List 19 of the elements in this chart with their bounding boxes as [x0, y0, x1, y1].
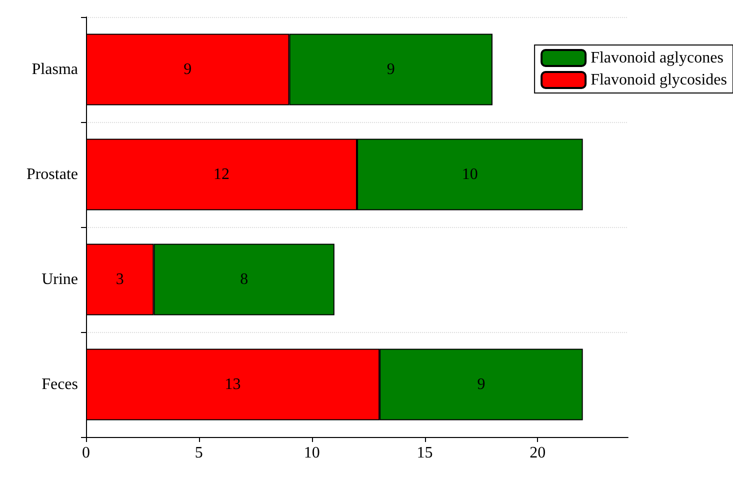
x-tick-label: 0 [82, 444, 90, 462]
data-label: 10 [462, 166, 478, 183]
y-tick-label: Urine [42, 271, 78, 288]
legend-label: Flavonoid aglycones [590, 50, 724, 66]
x-tick-label: 5 [194, 444, 203, 462]
x-tick-label: 15 [416, 444, 433, 462]
data-label: 8 [240, 271, 248, 288]
data-label: 9 [477, 376, 486, 393]
data-label: 12 [214, 166, 230, 183]
data-label: 9 [386, 61, 395, 78]
y-tick-label: Feces [42, 376, 78, 393]
data-label: 3 [116, 271, 124, 288]
y-tick-label: Plasma [32, 61, 78, 78]
x-tick-label: 10 [304, 444, 320, 462]
y-tick-label: Prostate [26, 166, 78, 183]
data-label: 13 [224, 376, 241, 393]
data-label: 9 [184, 61, 192, 78]
legend-label: Flavonoid glycosides [590, 72, 727, 88]
x-tick-label: 20 [530, 444, 546, 462]
